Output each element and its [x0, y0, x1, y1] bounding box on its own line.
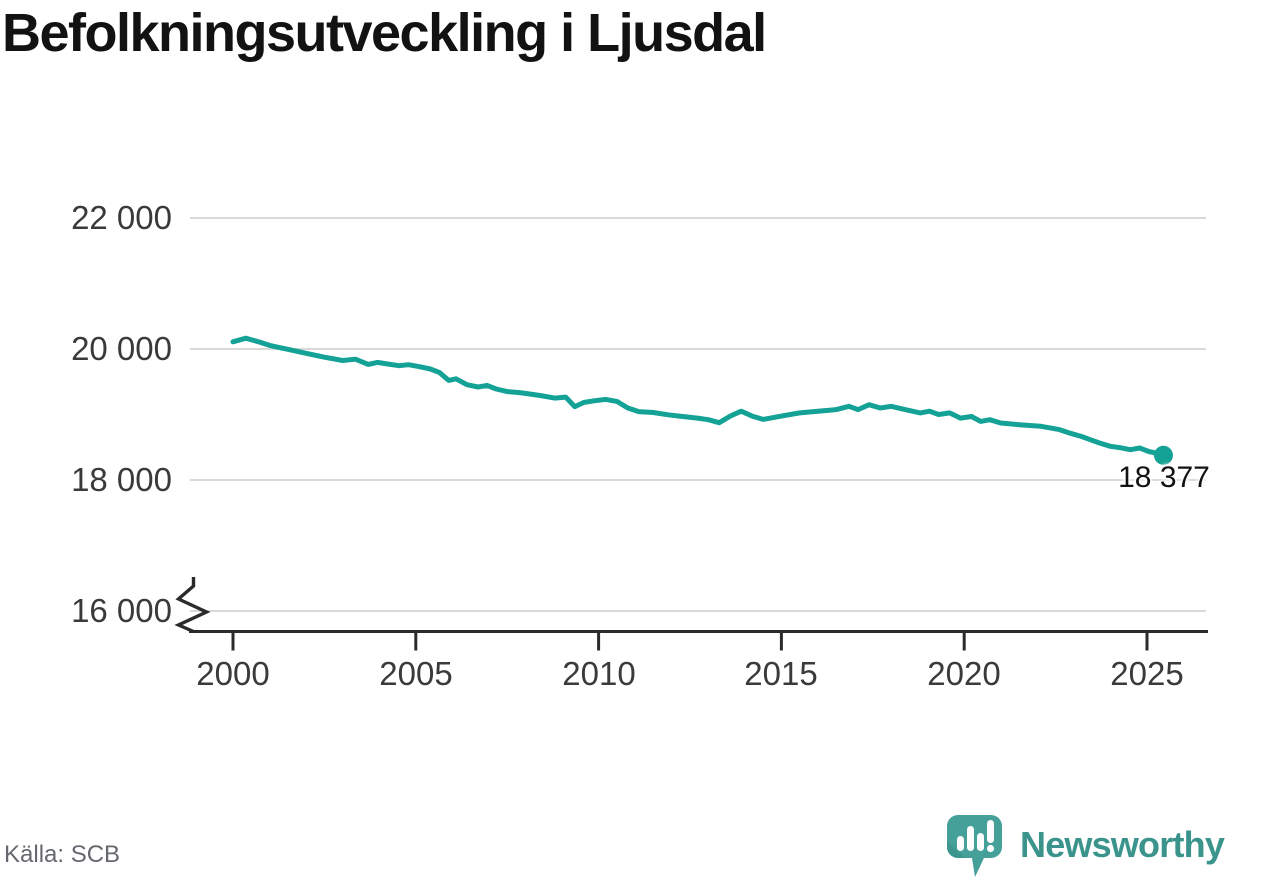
x-tick-label-2015: 2015	[744, 655, 818, 692]
source-caption: Källa: SCB	[4, 841, 121, 868]
x-tick-label-2000: 2000	[196, 655, 270, 692]
x-tick-label-2010: 2010	[562, 655, 636, 692]
population-line	[230, 335, 1166, 458]
newsworthy-logo-icon	[947, 815, 1002, 877]
newsworthy-wordmark: Newsworthy	[1020, 824, 1225, 865]
x-tick-label-2005: 2005	[379, 655, 453, 692]
x-tick-label-2025: 2025	[1110, 655, 1184, 692]
latest-value-label: 18 377	[1118, 461, 1210, 494]
latest-value-dot	[1153, 445, 1173, 465]
y-tick-label-16000: 16 000	[71, 592, 172, 629]
y-tick-label-20000: 20 000	[71, 330, 172, 367]
y-tick-label-22000: 22 000	[71, 199, 172, 236]
newsworthy-logo: Newsworthy	[946, 814, 1225, 878]
y-axis-break-icon	[174, 577, 211, 634]
chart-title: Befolkningsutveckling i Ljusdal	[2, 3, 767, 63]
y-tick-label-18000: 18 000	[71, 461, 172, 498]
x-tick-label-2020: 2020	[927, 655, 1001, 692]
